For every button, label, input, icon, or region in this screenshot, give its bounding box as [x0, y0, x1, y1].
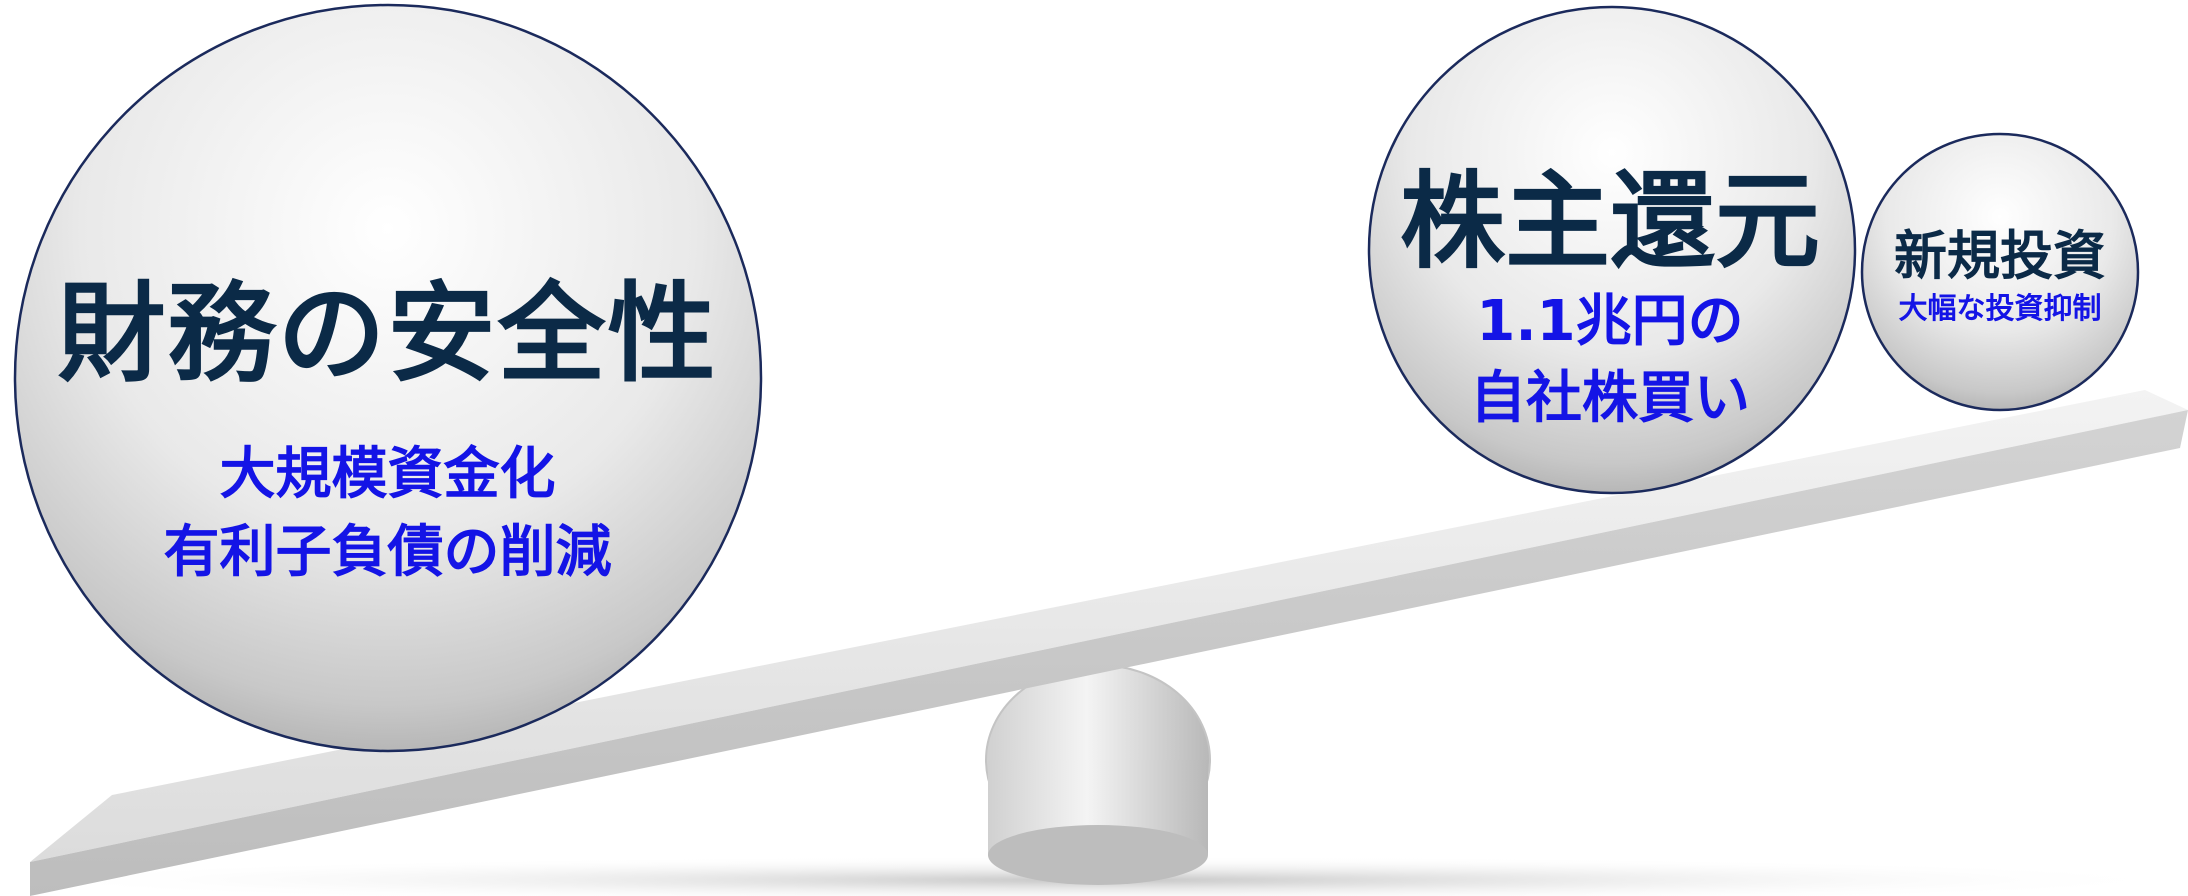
plank-side: [30, 410, 2188, 896]
middle-ball: [1367, 5, 1857, 495]
left-ball-title: 財務の安全性: [57, 272, 718, 397]
fulcrum: [985, 664, 1211, 885]
middle-ball-subtitle-line2: 自社株買い: [1470, 366, 1750, 431]
right-ball-title: 新規投資: [1894, 226, 2106, 287]
left-ball-subtitle-line1: 大規模資金化: [219, 442, 556, 507]
right-ball: [1860, 132, 2140, 412]
right-ball-subtitle: 大幅な投資抑制: [1898, 291, 2102, 325]
left-ball-subtitle-line2: 有利子負債の削減: [163, 520, 612, 585]
plank-top: [30, 390, 2188, 862]
middle-ball-title: 株主還元: [1399, 161, 1820, 283]
middle-ball-subtitle-line1: 1.1兆円の: [1476, 289, 1744, 354]
seesaw-plank: [30, 390, 2188, 896]
left-ball: [13, 3, 763, 753]
